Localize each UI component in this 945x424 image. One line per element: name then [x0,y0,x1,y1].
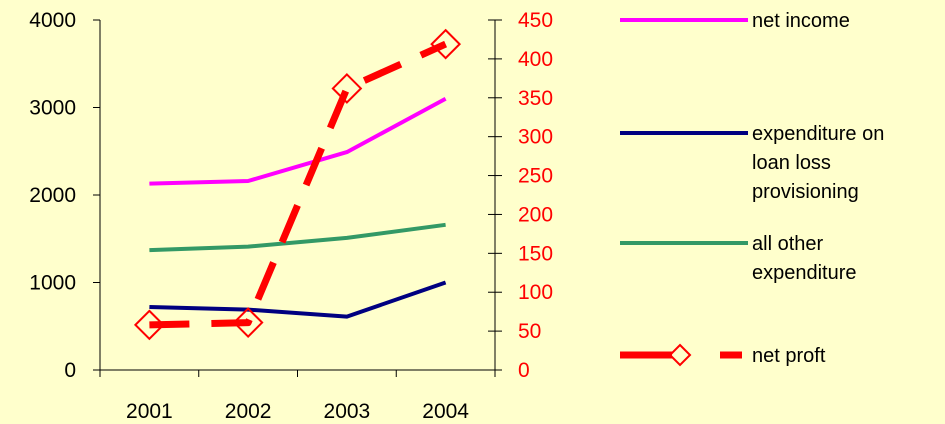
legend-label: expenditure [752,262,857,284]
x-tick-label: 2003 [324,400,371,423]
series-line [149,97,447,186]
right-tick-label: 300 [518,126,553,149]
left-tick-label: 3000 [29,97,76,120]
right-axis-ticks: 0 50 100 150 200 250 300 350 400 450 [488,9,553,382]
data-point-diamond [331,73,363,104]
right-tick-label: 100 [518,281,553,304]
right-tick-label: 350 [518,87,553,110]
right-tick-label: 450 [518,9,553,32]
x-tick-label: 2001 [126,400,173,423]
left-tick-label: 1000 [29,272,76,295]
right-tick-label: 0 [518,359,530,382]
right-tick-label: 150 [518,242,553,265]
left-axis-ticks: 0 1000 2000 3000 4000 [29,9,100,382]
legend-label: net income [752,10,850,32]
left-tick-label: 2000 [29,184,76,207]
legend: net income expenditure on loan loss provisi… [620,10,884,367]
legend-label: loan loss [752,152,831,174]
series-line-dashed [149,40,448,329]
data-point-diamond [232,307,264,338]
x-tick-label: 2004 [422,400,469,423]
series-line [149,280,447,319]
data-point-diamond [430,28,462,60]
series-layer [133,28,462,341]
legend-label: all other [752,233,823,255]
left-tick-label: 0 [64,359,76,382]
right-tick-label: 200 [518,203,553,226]
axes [99,20,496,371]
legend-label: expenditure on [752,123,884,145]
data-point-diamond [133,309,165,341]
legend-label: provisioning [752,181,859,203]
legend-diamond-marker [668,343,692,367]
right-tick-label: 400 [518,48,553,71]
left-tick-label: 4000 [29,9,76,32]
right-tick-label: 250 [518,165,553,188]
legend-label: net proft [752,345,826,367]
x-axis-ticks: 2001 2002 2003 2004 [99,370,496,423]
series-line [149,222,446,253]
x-tick-label: 2002 [225,400,272,423]
right-tick-label: 50 [518,320,541,343]
